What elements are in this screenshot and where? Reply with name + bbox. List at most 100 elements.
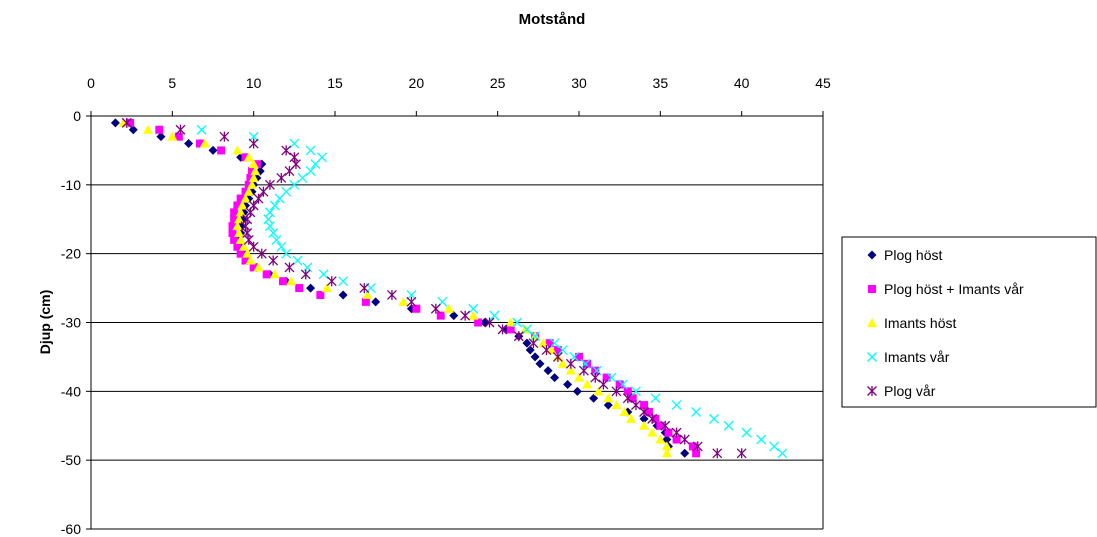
data-point bbox=[513, 331, 524, 342]
data-point bbox=[662, 435, 672, 445]
data-point bbox=[248, 138, 259, 149]
data-point bbox=[250, 166, 261, 176]
data-point bbox=[565, 365, 576, 375]
data-point bbox=[371, 297, 381, 307]
data-point bbox=[736, 448, 747, 459]
chart-title: Motstånd bbox=[519, 11, 586, 28]
data-point bbox=[535, 359, 545, 369]
series-4 bbox=[121, 117, 747, 459]
legend-label: Plog höst + Imants vår bbox=[884, 281, 1024, 297]
data-point bbox=[238, 241, 249, 251]
data-point bbox=[691, 407, 702, 417]
data-point bbox=[489, 310, 500, 321]
data-point bbox=[269, 269, 280, 279]
data-point bbox=[121, 117, 132, 128]
axes bbox=[86, 111, 824, 530]
data-point bbox=[245, 255, 256, 265]
data-point bbox=[289, 138, 300, 149]
data-point bbox=[709, 413, 719, 424]
data-point bbox=[528, 338, 539, 349]
data-point bbox=[664, 428, 673, 437]
data-point bbox=[248, 159, 259, 169]
data-point bbox=[243, 152, 254, 162]
y-tick-label: -10 bbox=[61, 177, 81, 193]
data-point bbox=[598, 379, 609, 390]
data-point bbox=[484, 317, 495, 328]
data-point bbox=[406, 296, 417, 307]
data-point bbox=[249, 263, 258, 272]
data-point bbox=[583, 359, 592, 368]
legend-label: Imants vår bbox=[884, 349, 950, 365]
data-point bbox=[281, 145, 292, 156]
data-point bbox=[615, 380, 624, 389]
data-point bbox=[660, 420, 671, 431]
data-point bbox=[305, 166, 316, 177]
data-point bbox=[611, 400, 622, 410]
data-point bbox=[362, 289, 373, 299]
data-points bbox=[110, 117, 788, 459]
data-point bbox=[521, 324, 532, 335]
data-point bbox=[284, 262, 295, 273]
data-point bbox=[338, 290, 348, 300]
data-point bbox=[199, 138, 210, 148]
data-point bbox=[582, 379, 593, 389]
data-point bbox=[228, 222, 237, 231]
legend-marker bbox=[867, 386, 877, 396]
data-point bbox=[142, 124, 153, 134]
data-point bbox=[622, 393, 633, 404]
series-1 bbox=[126, 118, 701, 458]
data-point bbox=[543, 366, 553, 376]
x-tick-label: 25 bbox=[490, 75, 506, 91]
data-point bbox=[468, 303, 479, 314]
legend-item: Imants vår bbox=[867, 349, 950, 365]
data-point bbox=[474, 318, 483, 327]
data-point bbox=[269, 200, 280, 211]
data-point bbox=[155, 125, 164, 134]
x-tick-label: 30 bbox=[571, 75, 587, 91]
x-tick-label: 5 bbox=[168, 75, 176, 91]
data-point bbox=[650, 393, 661, 404]
data-point bbox=[468, 310, 479, 320]
data-point bbox=[545, 339, 554, 348]
data-point bbox=[553, 346, 562, 355]
data-point bbox=[557, 358, 568, 368]
data-point bbox=[271, 234, 282, 245]
data-point bbox=[603, 400, 613, 410]
data-point bbox=[156, 132, 166, 142]
data-point bbox=[126, 118, 135, 127]
data-point bbox=[241, 256, 250, 265]
data-point bbox=[262, 270, 271, 279]
data-point bbox=[232, 145, 243, 155]
data-point bbox=[688, 442, 697, 451]
legend-box bbox=[841, 236, 1097, 408]
data-point bbox=[234, 214, 245, 224]
data-point bbox=[590, 372, 601, 383]
data-point bbox=[572, 386, 582, 396]
data-point bbox=[230, 208, 239, 217]
data-point bbox=[289, 152, 300, 163]
data-point bbox=[240, 193, 251, 203]
x-tick-label: 20 bbox=[409, 75, 425, 91]
data-point bbox=[552, 351, 563, 362]
data-point bbox=[656, 421, 665, 430]
x-tick-label: 45 bbox=[815, 75, 831, 91]
data-point bbox=[679, 434, 690, 445]
data-point bbox=[302, 262, 313, 273]
data-point bbox=[233, 242, 242, 251]
data-point bbox=[538, 338, 549, 348]
data-point bbox=[575, 352, 583, 361]
data-point bbox=[505, 317, 516, 327]
data-point bbox=[565, 358, 576, 369]
data-point bbox=[769, 441, 780, 452]
data-point bbox=[247, 179, 258, 189]
data-point bbox=[118, 117, 129, 127]
data-point bbox=[623, 387, 632, 396]
data-point bbox=[497, 324, 508, 335]
data-point bbox=[661, 448, 672, 458]
data-point bbox=[512, 317, 523, 328]
data-point bbox=[300, 269, 311, 280]
data-point bbox=[557, 345, 568, 355]
data-point bbox=[184, 139, 194, 149]
data-point bbox=[578, 365, 589, 376]
legend-label: Plog höst bbox=[884, 247, 942, 263]
